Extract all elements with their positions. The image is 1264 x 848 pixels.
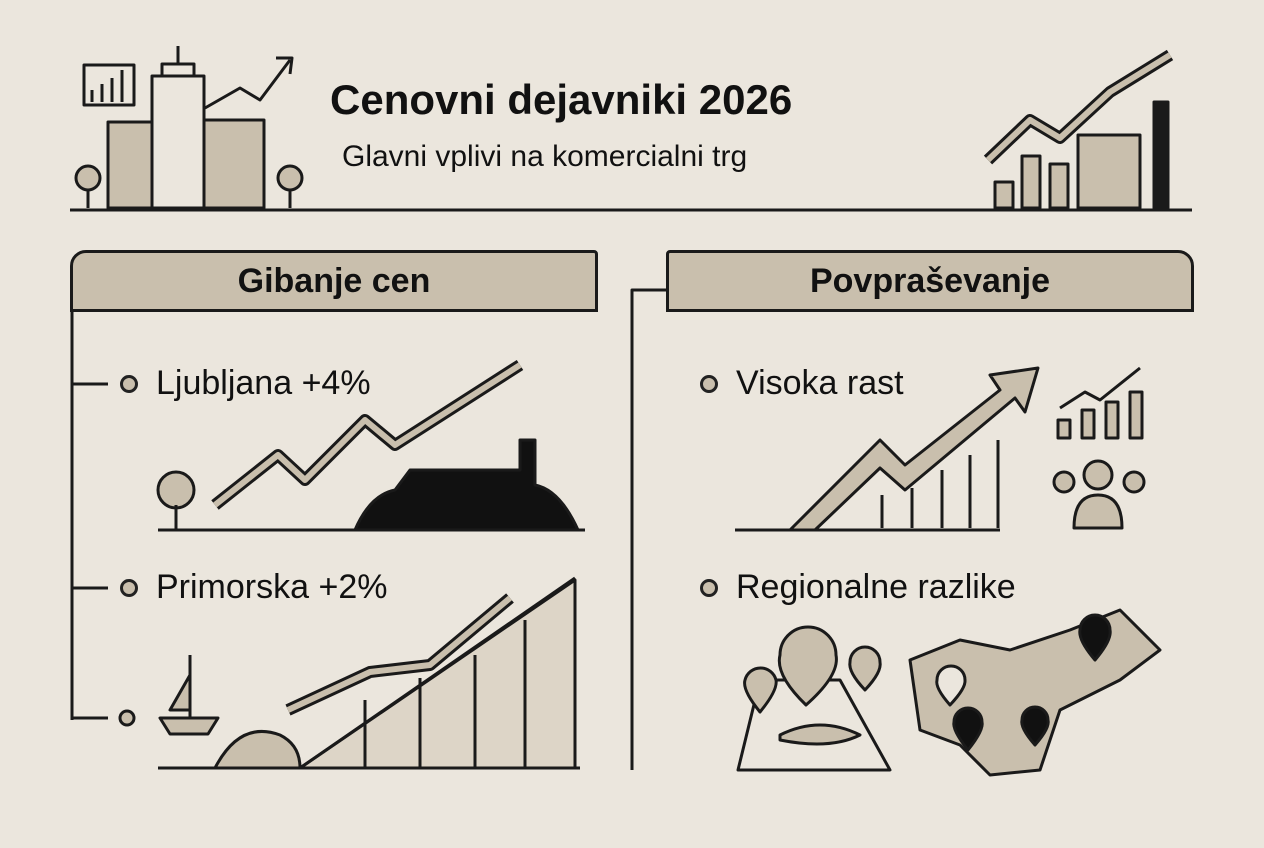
- list-item-primorska: Primorska +2%: [120, 568, 387, 607]
- slovenia-map-pins-icon: [736, 608, 1162, 777]
- right-timeline: [630, 288, 666, 770]
- bullet-icon: [120, 578, 138, 597]
- list-item-high-growth: Visoka rast: [700, 364, 904, 403]
- item-label: Primorska +2%: [156, 568, 388, 606]
- city-skyline-icon: [74, 46, 304, 210]
- list-item-regional-differences: Regionalne razlike: [700, 568, 1016, 607]
- panel-heading-price-movement: Gibanje cen: [70, 250, 598, 312]
- page-subtitle: Glavni vplivi na komercialni trg: [342, 140, 748, 173]
- bullet-icon: [700, 374, 718, 393]
- item-label: Ljubljana +4%: [156, 364, 371, 402]
- panel-heading-demand: Povpraševanje: [666, 250, 1194, 312]
- growth-chart-building-icon: [983, 49, 1174, 210]
- item-label: Regionalne razlike: [736, 568, 1016, 606]
- page-title: Cenovni dejavniki 2026: [330, 76, 793, 123]
- coast-sailboat-trend-icon: [158, 576, 580, 770]
- rising-arrow-people-icon: [735, 366, 1146, 532]
- list-item-ljubljana: Ljubljana +4%: [120, 364, 371, 403]
- castle-hill-trend-icon: [156, 359, 585, 532]
- bullet-icon: [700, 578, 718, 597]
- item-label: Visoka rast: [736, 364, 904, 402]
- bullet-icon: [120, 374, 138, 393]
